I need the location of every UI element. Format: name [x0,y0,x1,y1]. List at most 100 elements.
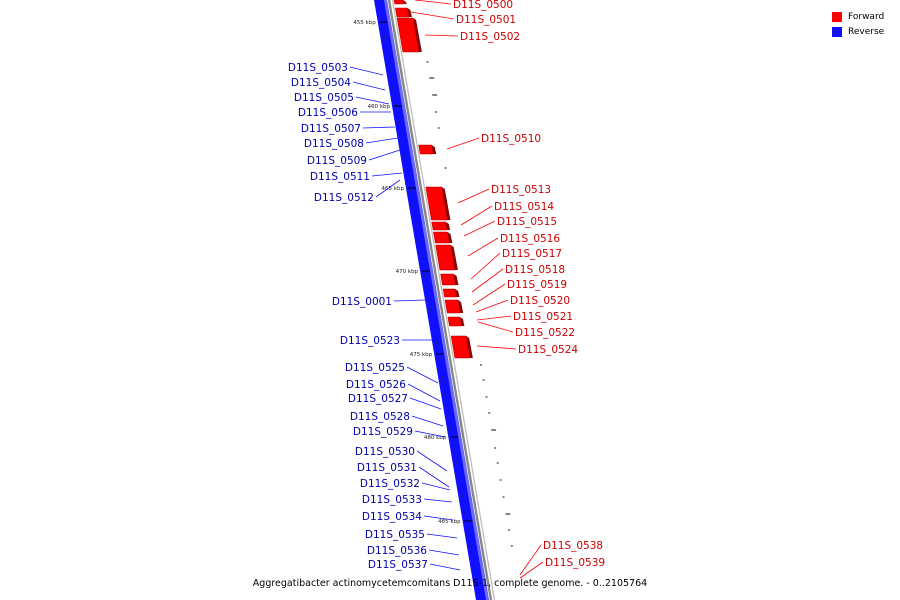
reverse-label-pointer [421,482,451,491]
reverse-label-pointer [365,137,399,144]
forward-gene-label: D11S_0515 [497,216,557,228]
forward-gene-block-shade [413,18,422,52]
scale-tick-label: 455 kbp [353,20,376,26]
forward-gene-block [418,144,434,155]
forward-gene-label: D11S_0519 [507,279,567,291]
reverse-track-dot [447,410,449,412]
reverse-label-pointer [409,397,442,410]
forward-gene-label: D11S_0521 [513,311,573,323]
reverse-strand-shade [384,0,489,600]
reverse-track-dot [415,223,417,225]
reverse-track-dot [426,291,429,293]
forward-gene-block [393,0,404,5]
forward-gene-block-shade [453,274,459,285]
forward-gene-label: D11S_0518 [505,264,565,276]
reverse-gene-label: D11S_0507 [301,123,361,135]
reverse-gene-label: D11S_0528 [350,411,410,423]
reverse-label-pointer [418,466,450,488]
forward-label-pointer [472,283,506,306]
forward-gene-block-shade [450,245,458,270]
reverse-gene-label: D11S_0525 [345,362,405,374]
forward-label-pointer [471,268,504,293]
forward-gene-label: D11S_0502 [460,31,520,43]
forward-label-pointer [477,321,514,333]
gene-features [393,0,473,359]
reverse-gene-label: D11S_0532 [360,478,420,490]
reverse-label-pointer [393,299,426,302]
reverse-label-pointer [368,149,401,161]
scale-ticks: 455 kbp 460 kbp 465 kbp 470 kbp 475 kbp 480 k… [353,20,473,525]
scale-tick-label: 465 kbp [382,186,405,192]
forward-label-pointer [475,299,509,313]
forward-gene-label: D11S_0522 [515,327,575,339]
reverse-label-pointer [411,415,444,427]
reverse-gene-label: D11S_0529 [353,426,413,438]
gene-labels: D11S_0500 D11S_0501 D11S_0502 D11S_0510 D11S… [288,0,605,579]
reverse-label-pointer [416,450,448,472]
forward-label-pointer [519,544,542,576]
reverse-gene-label: D11S_0506 [298,107,358,119]
reverse-track-dot [470,546,472,548]
forward-gene-block-shade [458,300,464,313]
reverse-track-dot [458,478,461,480]
forward-gene-block [442,288,457,298]
backbone-line [387,0,493,600]
reverse-gene-label: D11S_0531 [357,462,417,474]
reverse-label-pointer [429,563,461,571]
reverse-track-dot [412,206,414,208]
reverse-gene-label: D11S_0503 [288,62,348,74]
forward-label-pointer [470,252,501,280]
reverse-track-dot [429,308,432,310]
reverse-track-dot [455,461,458,463]
reverse-swatch [832,26,842,37]
reverse-track-dot [418,240,420,242]
reverse-track-dot [386,53,388,55]
reverse-track-dot [444,393,446,395]
reverse-gene-label: D11S_0526 [346,379,406,391]
forward-gene-label: D11S_0500 [453,0,513,11]
forward-label-pointer [476,345,517,350]
reverse-track-dot [383,36,385,38]
forward-gene-label: D11S_0501 [456,14,516,26]
forward-gene-label: D11S_0520 [510,295,570,307]
legend-item-reverse: Reverse [832,24,892,39]
forward-label-pointer [476,315,512,321]
forward-gene-block-shade [407,8,412,17]
reverse-track-dot [424,274,426,276]
reverse-label-pointer [349,66,384,76]
reverse-gene-label: D11S_0533 [362,494,422,506]
forward-label-pointer [424,34,459,37]
reverse-label-pointer [406,366,439,384]
forward-gene-block-shade [459,317,465,326]
reverse-track-dot [438,359,440,361]
forward-label-pointer [414,0,452,5]
reverse-track-dot [452,444,455,446]
forward-gene-block-shade [445,222,451,230]
reverse-track-dot [473,563,475,565]
reverse-label-pointer [423,498,453,503]
reverse-gene-label: D11S_0535 [365,529,425,541]
forward-gene-block-shade [455,289,460,297]
reverse-label-pointer [371,172,403,177]
reverse-track-dot [403,155,406,157]
forward-gene-block-shade [403,0,407,4]
forward-label-pointer [467,237,499,257]
reverse-track-dot [392,87,394,89]
legend: Forward Reverse [832,9,892,39]
reverse-label-pointer [362,126,396,129]
scale-tick-label: 480 kbp [424,435,447,441]
forward-gene-block [433,231,450,244]
forward-gene-block-shade [441,187,451,220]
legend-label-reverse: Reverse [848,26,885,37]
reverse-track-dot [450,427,452,429]
map-caption: Aggregatibacter actinomycetemcomitans D1… [252,578,648,589]
genome-backbone [374,0,496,600]
reverse-track-dot [467,529,469,531]
scale-tick-label: 485 kbp [438,519,461,525]
reverse-gene-label: D11S_0511 [310,171,370,183]
forward-gene-block [440,273,456,286]
reverse-gene-label: D11S_0512 [314,192,374,204]
scale-tick-label: 475 kbp [410,352,433,358]
reverse-label-pointer [428,549,460,556]
